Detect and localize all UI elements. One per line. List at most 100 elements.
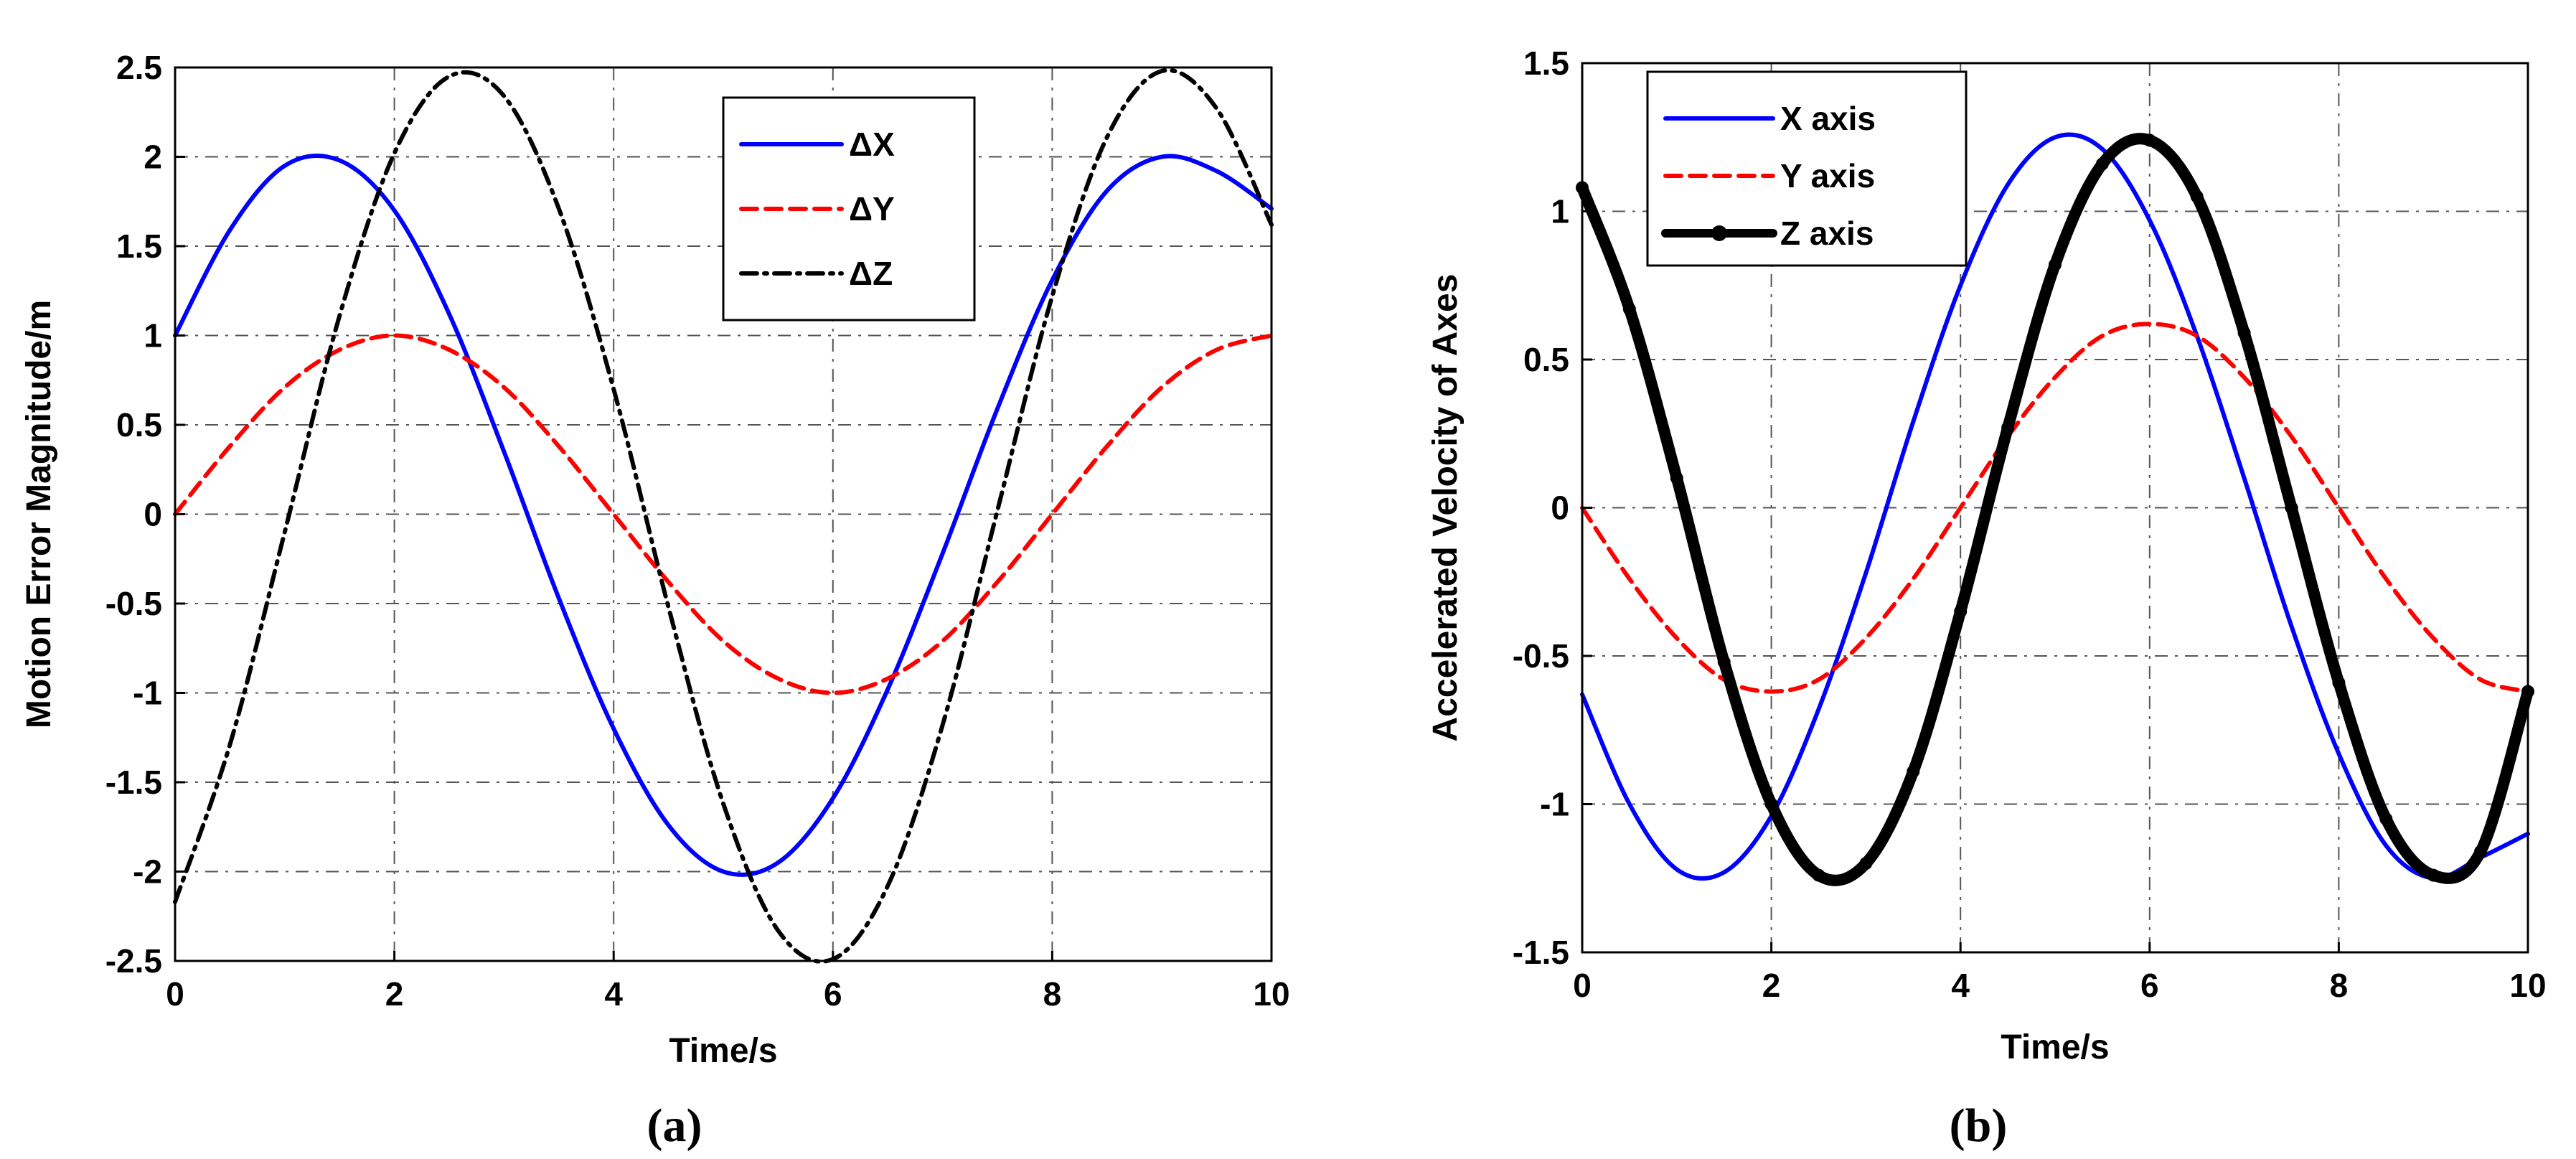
chart-b-series-2-point-6	[1859, 857, 1873, 871]
chart-b-series-1-point-7	[1912, 578, 1914, 580]
chart-a-series-0-point-10	[723, 871, 724, 872]
chart-a-series-2-point-9	[668, 606, 669, 608]
chart-a-series-1-point-4	[394, 335, 395, 336]
chart-a-series-0-point-2	[284, 165, 286, 166]
chart-b-y-tick-label-4: -0.5	[1513, 637, 1569, 675]
chart-b-series-0-point-5	[1818, 708, 1819, 710]
chart-b-y-tick-label-5: -1	[1540, 786, 1569, 823]
chart-b-y-tick-label-2: 0.5	[1523, 341, 1569, 378]
chart-a-y-tick-label-7: -1	[133, 675, 162, 712]
chart-a-series-1-point-19	[1216, 349, 1218, 350]
chart-a-series-1-point-10	[723, 640, 724, 642]
chart-a-series-0-point-16	[1051, 279, 1053, 281]
chart-a-legend-label-2: ΔZ	[849, 255, 893, 292]
chart-a-x-ticks: 0 2 4 6 8 10	[166, 951, 1290, 1013]
chart-b-series-1-point-2	[1676, 637, 1678, 639]
chart-a-legend-label-0: ΔX	[849, 126, 895, 163]
chart-a-series-2-point-11	[777, 930, 779, 932]
chart-a-series-1-point-15	[997, 581, 998, 583]
chart-b-series-2-point-8	[1954, 605, 1968, 619]
chart-a-series-1-point-16	[1051, 514, 1053, 515]
chart-a-x-tick-label-4: 8	[1043, 975, 1062, 1013]
chart-a-series-0-line	[173, 153, 1274, 877]
chart-a-series-0-point-14	[942, 553, 944, 554]
chart-a: 0 2 4 6 8 10 2.5 2 1.5 1 0.5 0 -0.5 -1 -1.5 -2 -2.5 Tim…	[20, 49, 1290, 1152]
chart-a-legend: ΔX ΔY ΔZ	[722, 96, 976, 322]
chart-a-y-ticks: 2.5 2 1.5 1 0.5 0 -0.5 -1 -1.5 -2 -2.5	[105, 49, 185, 980]
chart-b-series-2-point-11	[2095, 157, 2109, 171]
chart-b-y-ticks: 1.5 1 0.5 0 -0.5 -1 -1.5	[1513, 44, 1592, 971]
chart-b-series-1-point-4	[1771, 691, 1772, 693]
chart-b-series-2-point-2	[1670, 471, 1683, 485]
chart-b-series-1-point-8	[1960, 507, 1961, 508]
chart-b-legend-label-2: Z axis	[1780, 215, 1874, 252]
chart-b-series-0-point-7	[1912, 421, 1914, 423]
chart-b-series-0-point-8	[1960, 285, 1961, 286]
chart-b-series-2-point-10	[2049, 258, 2062, 271]
chart-b-series-1-point-17	[2385, 578, 2387, 580]
chart-a-series-2-point-14	[942, 724, 944, 726]
chart-a-series-1-point-3	[339, 349, 340, 350]
chart-a-x-tick-label-5: 10	[1253, 975, 1289, 1013]
chart-b-x-axis-label: Time/s	[2001, 1028, 2109, 1066]
chart-a-series-0-point-15	[997, 408, 998, 410]
chart-b-series-1-point-1	[1629, 578, 1630, 580]
chart-a-y-tick-label-2: 1.5	[116, 227, 162, 265]
chart-b-caption: (b)	[1950, 1099, 2008, 1152]
chart-b-series-2-point-19	[2474, 845, 2488, 858]
chart-b-series-1-point-13	[2196, 335, 2198, 337]
chart-a-series	[173, 67, 1274, 964]
chart-b-legend-label-0: X axis	[1780, 100, 1876, 137]
chart-a-x-axis-label: Time/s	[669, 1032, 777, 1070]
chart-b-series-2-point-4	[1764, 797, 1778, 811]
chart-a-series-2-point-4	[394, 153, 395, 154]
chart-b: 0 2 4 6 8 10 1.5 1 0.5 0 -0.5 -1 -1.5 Time/s Accele…	[1426, 44, 2547, 1152]
chart-b-series-0-line	[1580, 132, 2530, 881]
chart-b-legend-label-1: Y axis	[1780, 157, 1875, 194]
chart-b-series-0-point-17	[2385, 845, 2387, 846]
chart-a-series-2-point-19	[1216, 108, 1218, 109]
chart-a-y-tick-label-5: 0	[144, 496, 162, 533]
chart-a-x-tick-label-2: 4	[604, 975, 623, 1013]
chart-b-series-0-point-15	[2291, 626, 2292, 627]
chart-a-series-0-point-12	[832, 797, 834, 799]
chart-b-series-2-point-18	[2427, 868, 2440, 882]
chart-b-series-2-point-14	[2237, 326, 2251, 339]
chart-a-y-tick-label-6: -0.5	[105, 585, 162, 622]
chart-b-x-tick-label-0: 0	[1573, 967, 1592, 1004]
chart-b-x-tick-label-1: 2	[1762, 967, 1781, 1004]
chart-b-series-2-point-1	[1622, 302, 1636, 316]
chart-a-series-2-point-10	[723, 803, 724, 804]
chart-a-series-2-point-5	[448, 75, 450, 77]
chart-a-series-2-point-17	[1106, 136, 1108, 138]
chart-a-series-2-point-7	[558, 208, 560, 210]
chart-a-series-0-point-19	[1216, 170, 1218, 172]
chart-b-y-tick-label-0: 1.5	[1523, 44, 1569, 82]
chart-a-caption: (a)	[647, 1099, 702, 1152]
chart-b-y-tick-label-6: -1.5	[1513, 934, 1569, 971]
chart-a-legend-label-1: ΔY	[849, 190, 895, 227]
chart-a-y-tick-label-0: 2.5	[116, 49, 162, 86]
chart-a-y-tick-label-10: -2.5	[105, 942, 162, 980]
chart-b-legend: X axis Y axis Z axis	[1646, 70, 1968, 267]
chart-b-series-2-point-15	[2285, 501, 2298, 515]
chart-b-series-2-point-16	[2332, 676, 2346, 690]
chart-a-series-2-line	[173, 67, 1274, 964]
chart-a-series-0-point-4	[394, 210, 395, 211]
chart-a-series-1-point-2	[284, 387, 286, 388]
chart-a-y-axis-label: Motion Error Magnitude/m	[20, 300, 58, 728]
chart-a-series-1-point-9	[668, 581, 669, 583]
chart-b-series-2-point-12	[2143, 133, 2156, 147]
chart-a-series-0-point-3	[339, 159, 340, 161]
chart-a-x-tick-label-1: 2	[385, 975, 404, 1013]
chart-a-series-1-point-11	[777, 678, 779, 680]
chart-b-series	[1576, 132, 2534, 886]
chart-a-y-tick-label-1: 2	[144, 139, 162, 176]
chart-b-series-0-point-2	[1676, 868, 1678, 870]
chart-b-series-0-point-10	[2054, 136, 2056, 138]
chart-a-series-1-point-14	[942, 640, 944, 642]
chart-b-x-tick-label-2: 4	[1951, 967, 1970, 1004]
chart-b-x-ticks: 0 2 4 6 8 10	[1573, 942, 2547, 1004]
chart-a-series-1-line	[173, 333, 1274, 695]
chart-a-x-tick-label-0: 0	[166, 975, 184, 1013]
